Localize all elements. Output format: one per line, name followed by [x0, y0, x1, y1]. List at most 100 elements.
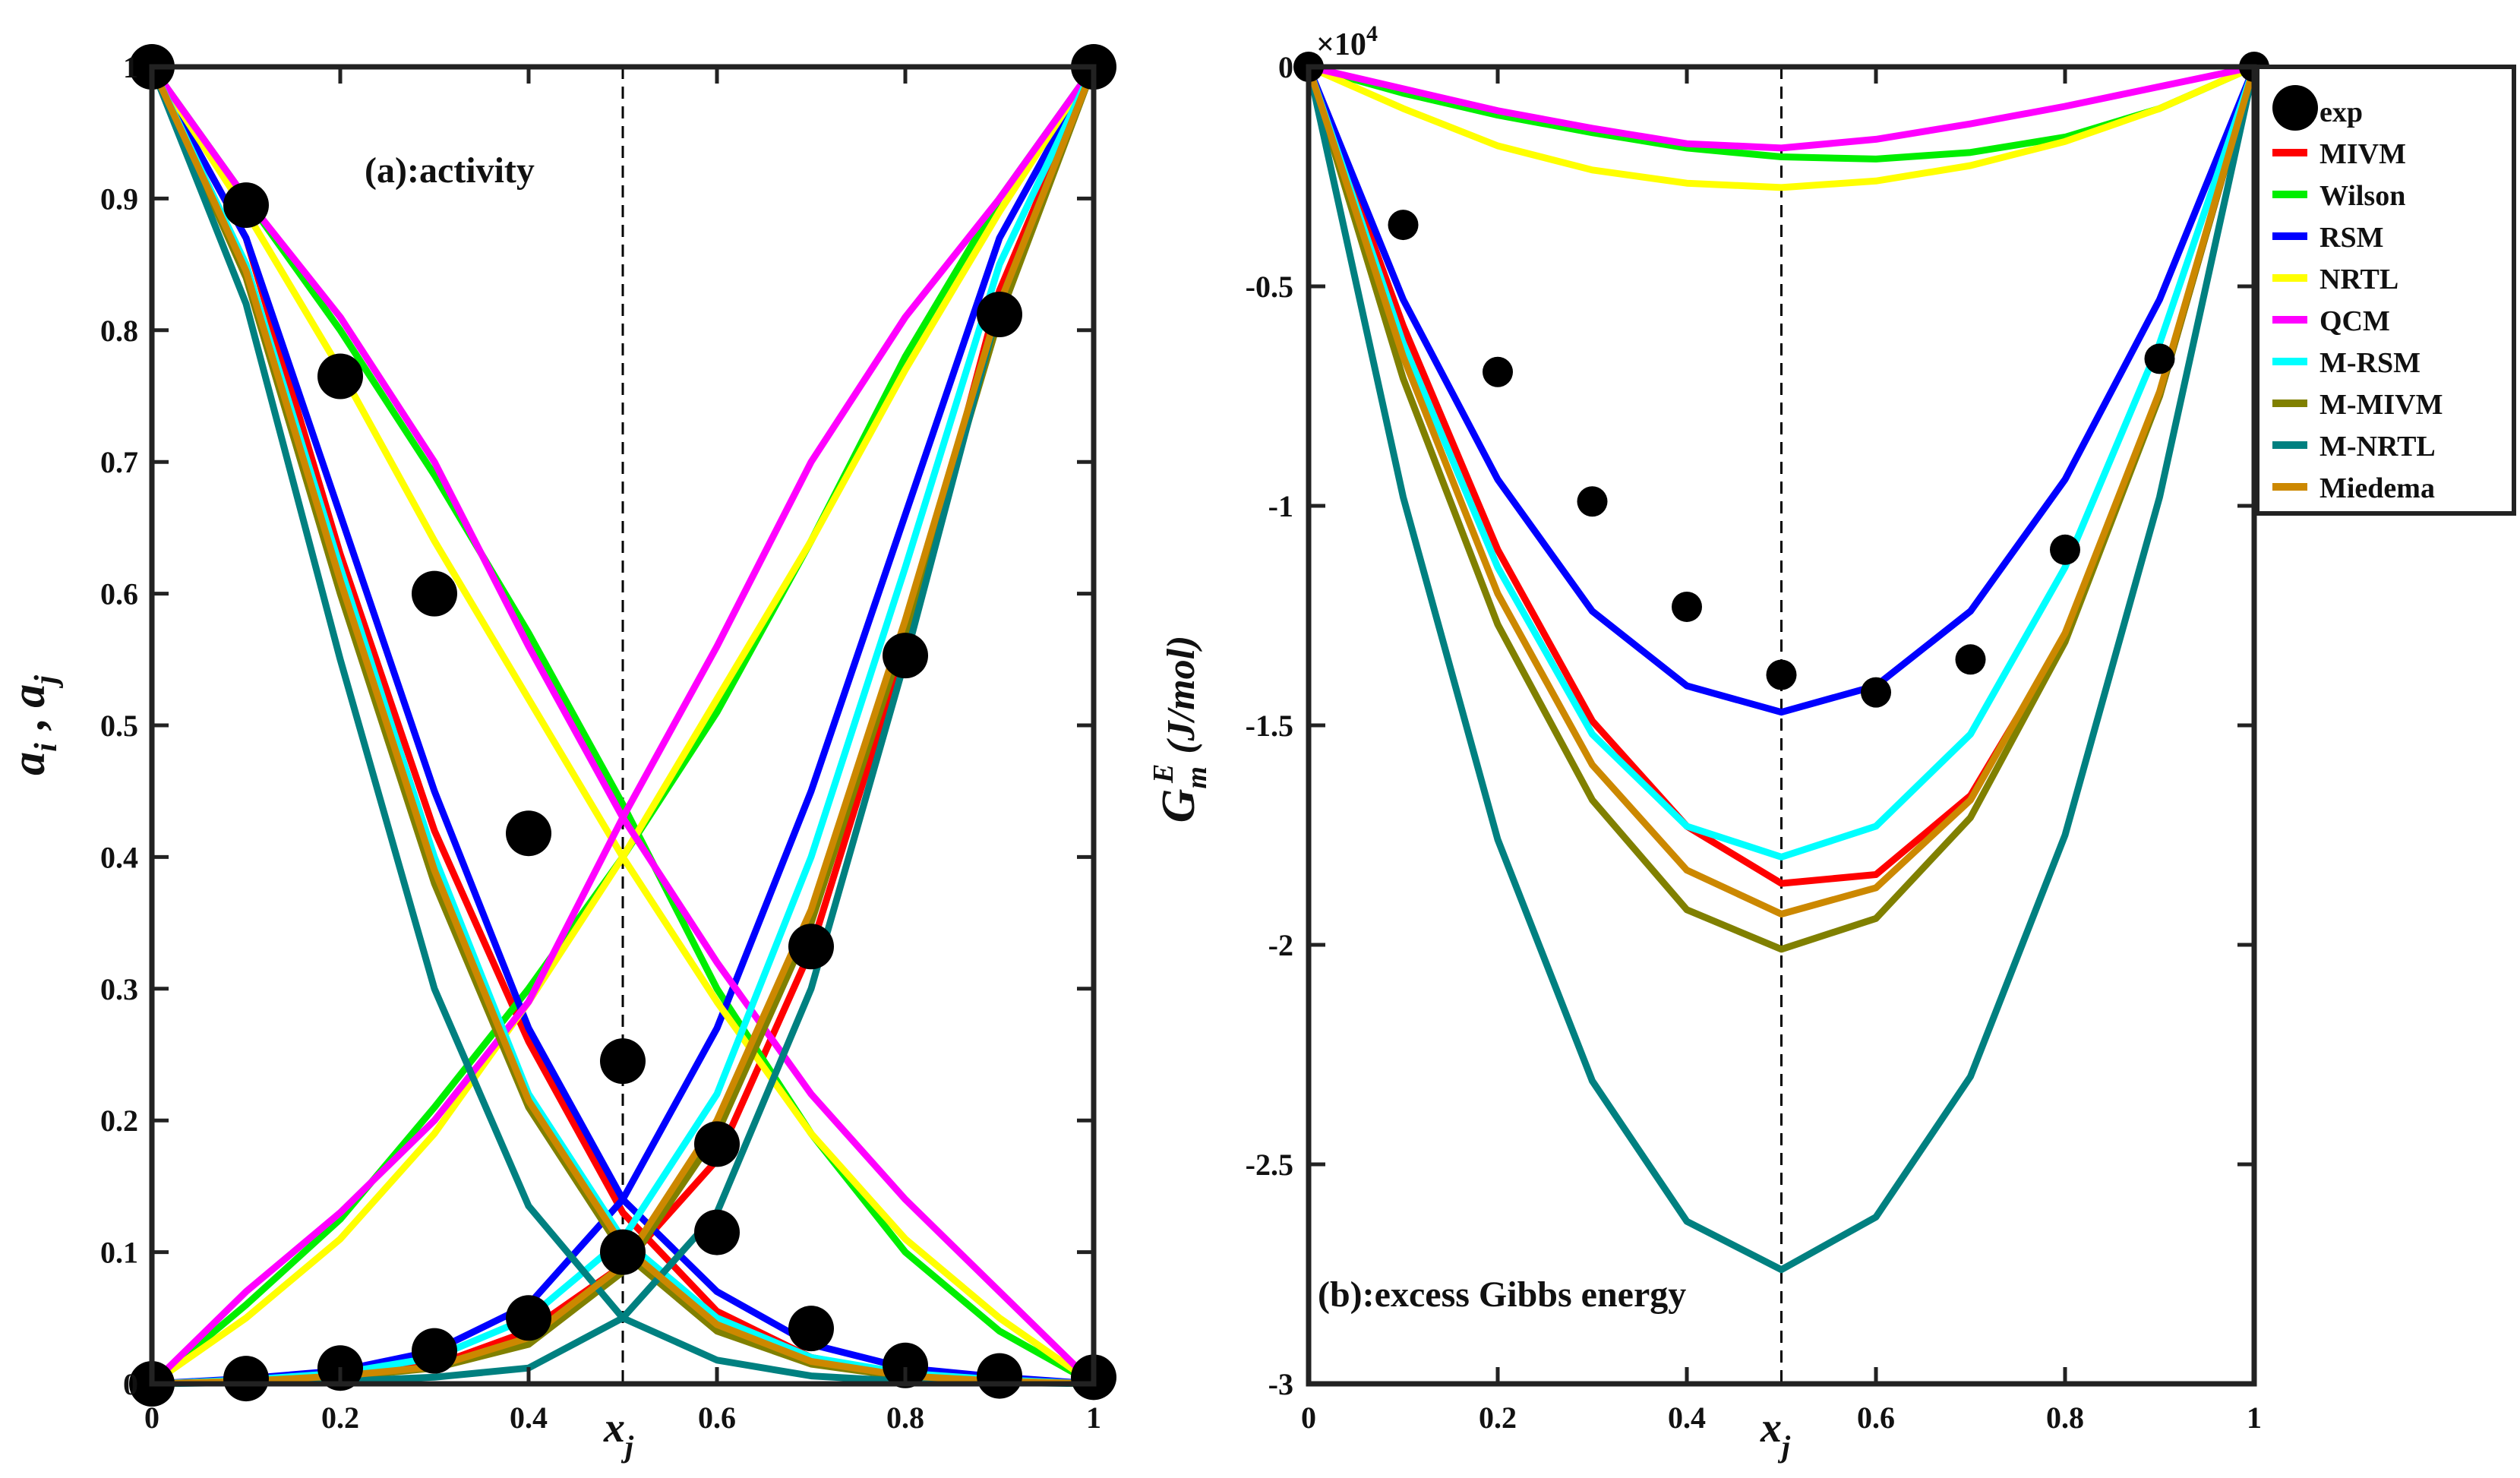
panel-a-x-tick-label: 0.4	[510, 1401, 548, 1435]
panel-b-exp-point	[2144, 343, 2175, 374]
panel-b-y-tick-label: -1.5	[1246, 709, 1293, 743]
panel-b-exp-point	[1672, 591, 1702, 622]
panel-b-series-m-rsm-line	[1305, 65, 2258, 861]
panel-b-exp-point	[1861, 677, 1891, 708]
panel-b-exp-point	[1766, 659, 1797, 690]
panel-b-ylabel-symbol: G	[1153, 788, 1205, 823]
panel-b-ylabel-unit: (J/mol)	[1160, 636, 1203, 764]
panel-a-y-tick-label: 0.4	[100, 840, 138, 874]
panel-b-y-tick-label: -0.5	[1246, 270, 1293, 304]
legend: exp MIVM Wilson RSM NRTL QCM M-RSM M-MIVM M-NRTL…	[2255, 65, 2516, 516]
panel-b-x-tick-label: 0.4	[1668, 1401, 1706, 1435]
panel-b-scale-base: ×10	[1316, 27, 1366, 62]
panel-b-exp-point	[1577, 486, 1608, 517]
panel-b-scale-exp: 4	[1366, 21, 1378, 46]
panel-a-exp-ai-point	[600, 1038, 646, 1085]
panel-a-series-qcm-aj-line	[149, 65, 1097, 1387]
panel-a-x-tick-label: 0	[144, 1401, 159, 1435]
legend-label-qcm: QCM	[2319, 305, 2390, 337]
legend-box	[2255, 65, 2516, 516]
panel-a-exp-aj-point	[223, 1356, 269, 1402]
panel-a-y-tick-label: 1	[123, 50, 138, 84]
panel-a-y-tick-label: 0.5	[100, 709, 138, 743]
legend-label-nrtl: NRTL	[2319, 264, 2398, 295]
legend-label-m-mivm: M-MIVM	[2319, 389, 2443, 421]
legend-marker-exp	[2272, 85, 2318, 131]
legend-label-exp: exp	[2319, 96, 2363, 128]
panel-b-series-miedema-line	[1305, 65, 2258, 917]
panel-a-exp-ai-point	[223, 182, 269, 229]
panel-b-x-tick-label: 1	[2247, 1401, 2262, 1435]
panel-b-series-qcm-line	[1307, 63, 2255, 152]
panel-b-y-tick-label: -2	[1268, 928, 1293, 962]
panel-b-x-tick-label: 0.2	[1479, 1401, 1517, 1435]
panel-a-exp-ai-point	[317, 353, 363, 400]
panel-a-exp-ai-point	[977, 1353, 1022, 1399]
panel-a-y-tick-label: 0.6	[100, 577, 138, 611]
panel-a-x-axis-label: xj	[603, 1404, 634, 1464]
panel-a-y-tick-label: 0.1	[100, 1236, 138, 1270]
panel-a-exp-ai-point	[694, 1209, 740, 1255]
panel-b-x-tick-label: 0.8	[2046, 1401, 2084, 1435]
legend-label-m-nrtl: M-NRTL	[2319, 431, 2436, 463]
panel-a-exp-ai-point	[883, 1342, 928, 1388]
panel-b-series-rsm-line	[1305, 65, 2258, 716]
panel-b-exp-point	[1388, 210, 1419, 241]
panel-a-xlabel-part: x	[603, 1404, 625, 1451]
panel-b-exp-point	[1483, 356, 1513, 387]
panel-b-y-tick-label: -3	[1268, 1367, 1293, 1401]
panel-b-x-tick-label: 0.6	[1857, 1401, 1895, 1435]
legend-label-m-rsm: M-RSM	[2319, 347, 2421, 379]
legend-label-mivm: MIVM	[2319, 138, 2406, 170]
panel-a-exp-ai-point	[506, 810, 551, 857]
panel-b-series-nrtl-line	[1307, 63, 2256, 191]
panel-a-x-tick-label: 0.2	[321, 1401, 359, 1435]
panel-a-x-tick-label: 1	[1086, 1401, 1101, 1435]
panel-a-exp-ai-point	[412, 570, 457, 617]
panel-b-y-tick-label: -1	[1268, 489, 1293, 523]
panel-a-y-tick-label: 0.3	[100, 972, 138, 1006]
panel-b-scale-label: ×104	[1316, 21, 1378, 62]
panel-a-y-tick-label: 0	[123, 1367, 138, 1401]
panel-b-exp-point	[1955, 644, 1986, 675]
panel-a-y-tick-label: 0.7	[100, 445, 138, 479]
panel-b-xlabel-part: x	[1760, 1404, 1782, 1451]
panel-a-ylabel-sub: i	[29, 743, 64, 752]
panel-b-y-axis-label: GmE (J/mol)	[1148, 636, 1213, 823]
panel-a-exp-aj-point	[412, 1328, 457, 1374]
panel-a-annotation: (a):activity	[365, 150, 535, 191]
panel-a-y-tick-label: 0.8	[100, 314, 138, 348]
panel-a-exp-ai-point	[788, 1306, 834, 1352]
panel-a-x-tick-label: 0.8	[886, 1401, 924, 1435]
panel-a-ylabel-part: a	[3, 684, 55, 708]
panel-a-y-axis-label: ai , aj	[3, 675, 64, 775]
panel-a-ylabel-part: a	[3, 752, 55, 775]
panel-b-exp-point	[2050, 534, 2080, 565]
panel-a-series-wilson-ai-line	[149, 65, 1096, 1387]
panel-a-exp-aj-point	[506, 1295, 551, 1341]
panel-a-y-tick-label: 0.9	[100, 182, 138, 216]
panel-a-x-tick-label: 0.6	[698, 1401, 736, 1435]
panel-a: 0 0.2 0.4 0.6 0.8 1 0 0.1 0.2 0.3 0.4 0.5 0.6 0.7 0.8 0…	[3, 44, 1116, 1464]
panel-a-exp-aj-point	[694, 1121, 740, 1167]
panel-b-x-axis-label: xj	[1760, 1404, 1791, 1464]
panel-b-ylabel-sup: E	[1148, 764, 1179, 784]
panel-a-series-nrtl-aj-line	[150, 65, 1097, 1387]
panel-a-exp-aj-point	[600, 1229, 646, 1275]
panel-b-y-tick-label: -2.5	[1246, 1148, 1293, 1182]
panel-a-y-tick-label: 0.2	[100, 1104, 138, 1138]
panel-b-y-tick-label: 0	[1278, 50, 1293, 84]
panel-b-annotation: (b):excess Gibbs energy	[1318, 1274, 1686, 1315]
panel-b-x-tick-label: 0	[1301, 1401, 1316, 1435]
panel-a-exp-aj-point	[788, 924, 834, 970]
panel-b-ylabel-sub: m	[1181, 766, 1213, 789]
panel-a-ylabel-sep: ,	[3, 708, 55, 744]
legend-label-miedema: Miedema	[2319, 472, 2435, 504]
legend-label-rsm: RSM	[2319, 222, 2383, 254]
legend-label-wilson: Wilson	[2319, 180, 2405, 212]
panel-a-exp-aj-point	[977, 291, 1022, 337]
panel-b-series-m-nrtl-line	[1305, 66, 2258, 1274]
panel-b: 0 0.2 0.4 0.6 0.8 1 0 -0.5 -1 -1.5 -2 -2.5 -3 ×104 (b)…	[1148, 21, 2269, 1464]
